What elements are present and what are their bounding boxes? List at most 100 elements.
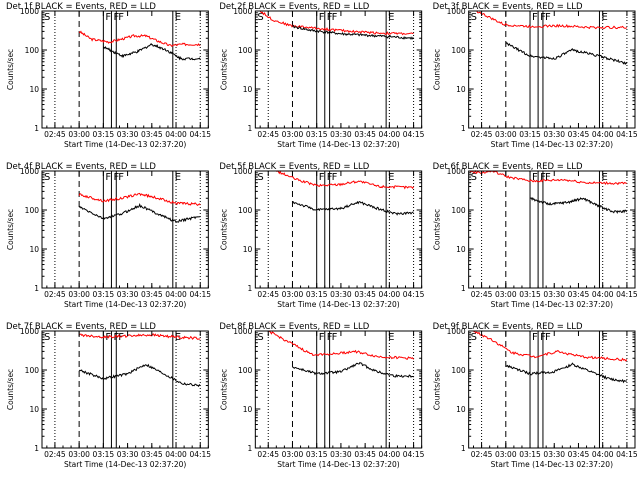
x-tick-label: 03:00 (495, 130, 517, 139)
y-tick-label: 1000 (447, 327, 466, 336)
y-tick-label: 100 (25, 206, 40, 215)
x-tick-label: 03:15 (93, 450, 115, 459)
event-marker-label: F (532, 332, 538, 343)
y-tick-label: 1 (461, 284, 466, 293)
x-tick-label: 03:30 (330, 130, 352, 139)
y-tick-label: 1 (34, 124, 39, 133)
chart-panel: Det 4f BLACK = Events, RED = LLDSFFFE110… (6, 162, 211, 309)
y-tick-label: 100 (238, 366, 253, 375)
y-axis-label: Counts/sec (6, 209, 15, 250)
x-tick-label: 03:45 (141, 290, 163, 299)
chart-title: Det 4f BLACK = Events, RED = LLD (6, 162, 156, 172)
event-marker-label: S (471, 332, 477, 343)
x-tick-label: 03:15 (306, 290, 328, 299)
y-tick-label: 1000 (20, 327, 39, 336)
y-tick-label: 100 (25, 46, 40, 55)
series-line-events (529, 197, 628, 214)
x-tick-label: 03:00 (68, 290, 90, 299)
x-tick-label: 02:45 (257, 130, 279, 139)
x-tick-label: 04:00 (165, 130, 187, 139)
series-line-lld (473, 330, 628, 362)
chart-panel: Det 5f BLACK = Events, RED = LLDSFFFE110… (219, 162, 424, 309)
y-tick-label: 100 (451, 366, 466, 375)
y-tick-label: 1000 (233, 167, 252, 176)
x-tick-label: 04:15 (616, 130, 638, 139)
x-tick-label: 03:15 (306, 450, 328, 459)
x-tick-label: 04:15 (189, 130, 211, 139)
y-tick-label: 100 (238, 206, 253, 215)
x-tick-label: 02:45 (471, 450, 493, 459)
plot-frame (41, 330, 209, 449)
event-marker-label: E (175, 332, 181, 343)
chart-panel: Det 6f BLACK = Events, RED = LLDSFFFE110… (433, 162, 638, 309)
event-marker-label: S (44, 172, 50, 183)
x-tick-label: 04:00 (592, 450, 614, 459)
x-axis-label: Start Time (14-Dec-13 02:37:20) (491, 300, 613, 309)
x-tick-label: 03:00 (282, 450, 304, 459)
y-tick-label: 10 (243, 85, 253, 94)
x-axis-label: Start Time (14-Dec-13 02:37:20) (277, 140, 399, 149)
event-marker-label: S (471, 12, 477, 23)
x-tick-label: 03:00 (282, 130, 304, 139)
x-axis-label: Start Time (14-Dec-13 02:37:20) (491, 140, 613, 149)
series-line-lld (268, 330, 415, 360)
x-axis-label: Start Time (14-Dec-13 02:37:20) (491, 460, 613, 469)
y-tick-label: 1 (248, 284, 253, 293)
series-line-lld (78, 30, 201, 47)
series-line-events (102, 42, 201, 61)
x-tick-label: 02:45 (44, 290, 66, 299)
chart-title: Det 6f BLACK = Events, RED = LLD (433, 162, 583, 172)
y-tick-label: 1 (34, 284, 39, 293)
y-tick-label: 100 (25, 366, 40, 375)
x-axis-label: Start Time (14-Dec-13 02:37:20) (64, 140, 186, 149)
x-tick-label: 04:00 (592, 290, 614, 299)
series-line-events (292, 361, 414, 378)
series-line-lld (78, 192, 201, 206)
chart-panel: Det 3f BLACK = Events, RED = LLDSFFFE110… (433, 2, 638, 149)
event-marker-label: F (319, 12, 325, 23)
x-tick-label: 03:15 (306, 130, 328, 139)
chart-title: Det 7f BLACK = Events, RED = LLD (6, 322, 156, 332)
x-tick-label: 03:15 (519, 130, 541, 139)
x-tick-label: 04:00 (379, 290, 401, 299)
x-tick-label: 04:15 (616, 290, 638, 299)
event-marker-label: E (601, 12, 607, 23)
event-marker-label: F (545, 12, 551, 23)
y-axis-label: Counts/sec (433, 49, 442, 90)
event-marker-label: F (332, 172, 338, 183)
y-tick-label: 100 (451, 46, 466, 55)
y-tick-label: 1000 (233, 327, 252, 336)
event-marker-label: E (601, 332, 607, 343)
event-marker-label: F (319, 172, 325, 183)
event-marker-label: E (388, 172, 394, 183)
x-tick-label: 04:00 (379, 450, 401, 459)
y-axis-label: Counts/sec (219, 369, 228, 410)
x-tick-label: 04:15 (189, 290, 211, 299)
x-tick-label: 03:30 (330, 450, 352, 459)
chart-panel: Det 7f BLACK = Events, RED = LLDSFFFE110… (6, 322, 211, 469)
y-tick-label: 100 (238, 46, 253, 55)
plot-frame (254, 170, 423, 289)
x-tick-label: 04:00 (165, 450, 187, 459)
y-axis-label: Counts/sec (6, 369, 15, 410)
plot-frame (468, 330, 636, 449)
y-tick-label: 1 (461, 124, 466, 133)
event-marker-label: F (332, 12, 338, 23)
x-tick-label: 04:00 (379, 130, 401, 139)
y-tick-label: 1 (248, 444, 253, 453)
y-axis-label: Counts/sec (433, 369, 442, 410)
x-axis-label: Start Time (14-Dec-13 02:37:20) (277, 460, 399, 469)
x-tick-label: 03:00 (495, 290, 517, 299)
chart-title: Det 1f BLACK = Events, RED = LLD (6, 2, 156, 12)
plot-frame (468, 170, 636, 289)
y-tick-label: 10 (29, 405, 39, 414)
x-tick-label: 03:00 (495, 450, 517, 459)
x-tick-label: 04:15 (403, 290, 425, 299)
series-line-events (505, 362, 628, 384)
y-tick-label: 10 (243, 405, 253, 414)
x-tick-label: 04:15 (403, 130, 425, 139)
y-tick-label: 1 (34, 444, 39, 453)
x-tick-label: 02:45 (44, 450, 66, 459)
y-tick-label: 10 (456, 85, 466, 94)
